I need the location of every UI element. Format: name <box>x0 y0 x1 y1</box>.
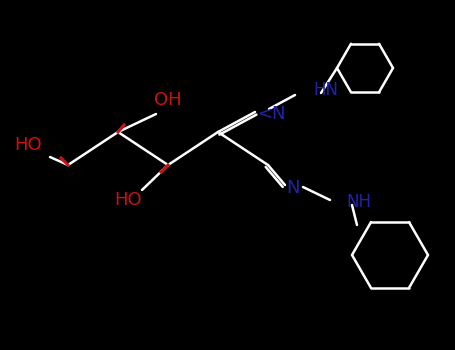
Text: N: N <box>286 179 300 197</box>
Text: HO: HO <box>14 136 42 154</box>
Text: HN: HN <box>313 81 338 99</box>
Text: NH: NH <box>346 193 371 211</box>
Text: HO: HO <box>114 191 142 209</box>
Text: <N: <N <box>257 105 285 123</box>
Text: OH: OH <box>154 91 182 109</box>
